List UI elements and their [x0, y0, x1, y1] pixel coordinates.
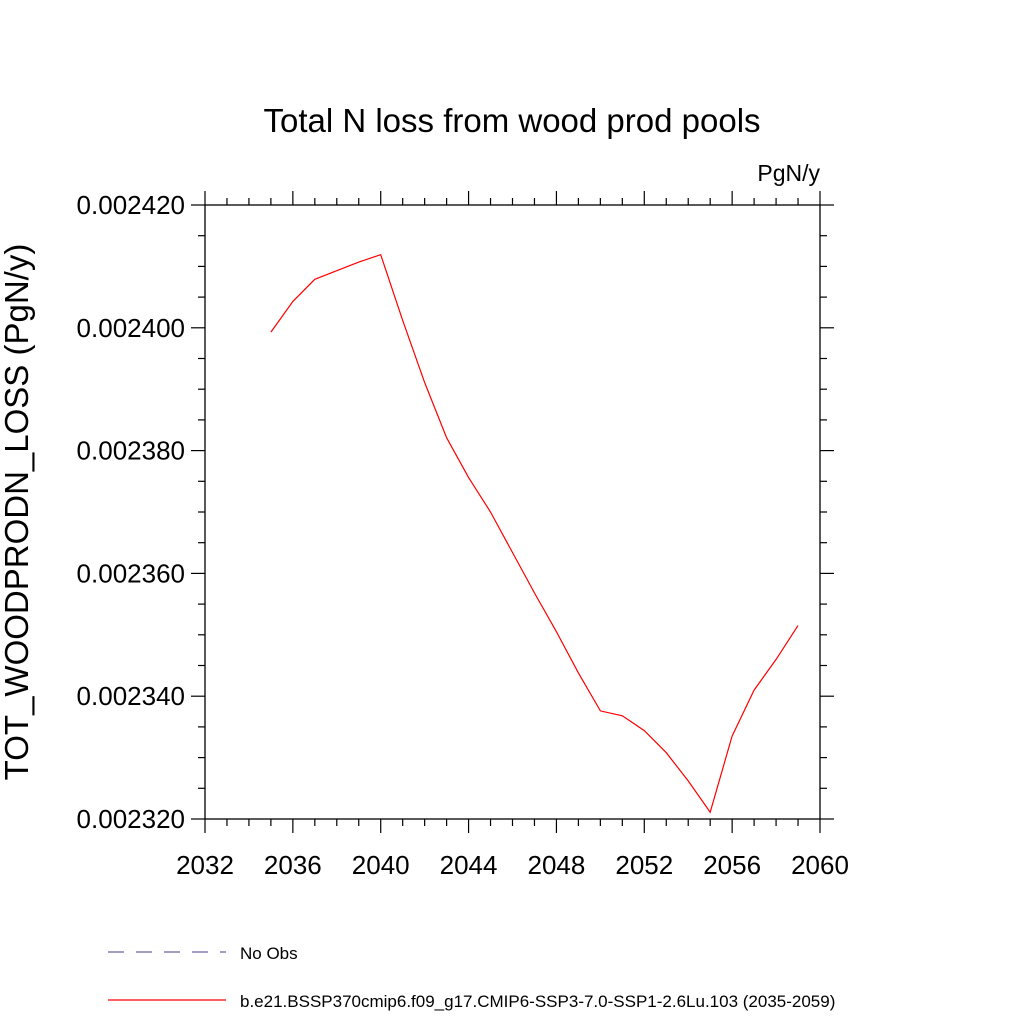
x-tick-label: 2036: [264, 850, 322, 880]
x-tick-label: 2060: [791, 850, 849, 880]
y-tick-label: 0.002320: [77, 804, 185, 834]
x-tick-label: 2056: [703, 850, 761, 880]
axis-ticks: 2032 2036 2040 2044 2048 2052 2056 2060 0.002320…: [77, 190, 849, 880]
x-tick-label: 2052: [615, 850, 673, 880]
y-tick-label: 0.002380: [77, 436, 185, 466]
x-tick-label: 2048: [528, 850, 586, 880]
legend: No Obs b.e21.BSSP370cmip6.f09_g17.CMIP6-S…: [108, 944, 835, 1011]
y-tick-label: 0.002340: [77, 681, 185, 711]
legend-label: No Obs: [240, 944, 298, 963]
x-tick-label: 2044: [440, 850, 498, 880]
y-tick-label: 0.002420: [77, 190, 185, 220]
series-layer: [270, 253, 799, 814]
y-axis-label: TOT_WOODPRODN_LOSS (PgN/y): [0, 244, 35, 781]
x-tick-label: 2040: [352, 850, 410, 880]
y-tick-label: 0.002360: [77, 558, 185, 588]
x-tick-label: 2032: [176, 850, 234, 880]
legend-label: b.e21.BSSP370cmip6.f09_g17.CMIP6-SSP3-7.…: [240, 992, 835, 1011]
chart-title: Total N loss from wood prod pools: [263, 102, 760, 139]
units-label: PgN/y: [757, 160, 820, 186]
series-line: [270, 253, 799, 814]
y-tick-label: 0.002400: [77, 313, 185, 343]
